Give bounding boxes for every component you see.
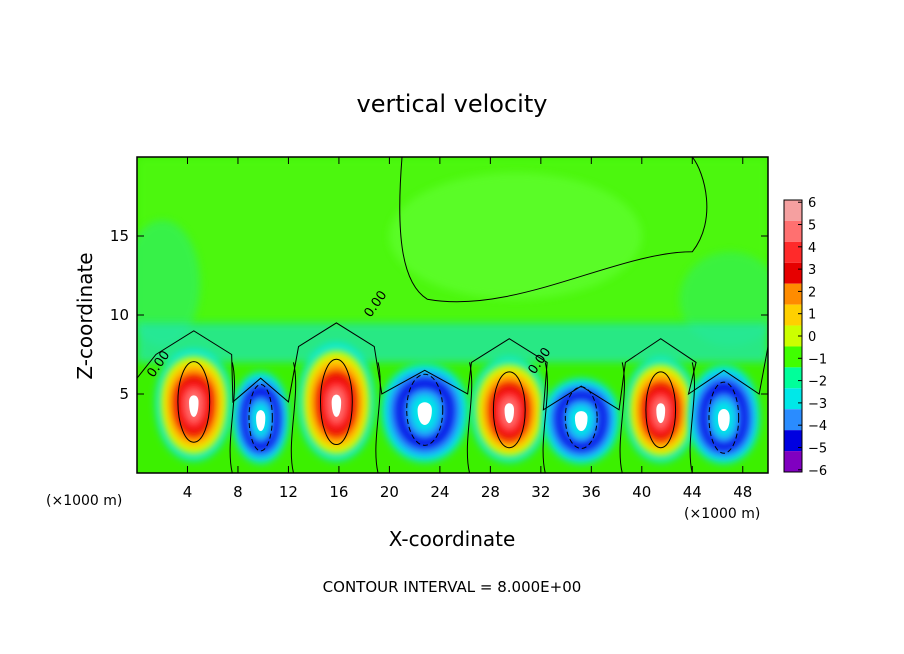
x-tick-label: 48: [733, 483, 752, 501]
updraft-cell: [625, 357, 697, 462]
downdraft-cell: [543, 378, 620, 464]
colorbar-segment: [784, 451, 802, 472]
colorbar: 6 5 4 3 2 1 0 −1 −2 −3 −4 −5 −6: [783, 196, 827, 479]
y-tick-label: 10: [110, 306, 129, 324]
contour-zero-divider: [542, 362, 548, 473]
x-axis-ticks: 4 8 12 16 20 24 28 32 36 40 44 48: [183, 157, 752, 501]
x-tick-label: 36: [582, 483, 601, 501]
upper-layer-patch: [679, 251, 768, 347]
contour-zero-divider: [229, 362, 235, 473]
contour-zero: [137, 322, 768, 411]
colorbar-segment: [784, 346, 802, 368]
updraft-cell: [155, 349, 232, 461]
colorbar-segment: [784, 388, 802, 410]
colorbar-tick-label: −3: [808, 397, 827, 412]
x-tick-label: 40: [632, 483, 651, 501]
contour-positive: [492, 371, 526, 449]
contour-positive: [645, 371, 677, 449]
cell-band: [331, 394, 342, 417]
x-unit-label-left: (×1000 m): [46, 493, 122, 509]
downdraft-cell: [688, 365, 760, 464]
colorbar-tick-label: 0: [808, 330, 816, 345]
contour-positive: [177, 361, 211, 443]
velocity-field: [137, 157, 768, 464]
plot-area: 0.000.000.00 4 8 12 16 20 24 28 32 36 40 44 48 5101…: [110, 156, 769, 501]
contour-negative: [248, 384, 273, 452]
contour-negative: [564, 386, 598, 450]
x-tick-label: 20: [380, 483, 399, 501]
contour-interval-note: CONTOUR INTERVAL = 8.000E+00: [323, 578, 582, 596]
colorbar-segment: [784, 262, 802, 284]
colorbar-segment: [784, 409, 802, 431]
colorbar-tick-label: −2: [808, 375, 827, 390]
x-axis-label: X-coordinate: [389, 527, 516, 551]
x-tick-label: 44: [683, 483, 702, 501]
x-tick-label: 28: [481, 483, 500, 501]
contour-zero-divider: [375, 362, 381, 473]
contour-zero-divider: [689, 362, 695, 473]
contour-negative: [406, 373, 444, 446]
updraft-cell: [298, 343, 375, 461]
contour-zero-divider: [290, 362, 297, 473]
cell-band: [256, 410, 266, 432]
chart-title: vertical velocity: [357, 90, 548, 118]
colorbar-tick-label: −5: [808, 441, 827, 456]
colorbar-segment: [784, 241, 802, 263]
contour-upper: [399, 157, 708, 303]
colorbar-tick-label: −6: [808, 464, 827, 479]
colorbar-segment: [784, 325, 802, 347]
y-tick-label: 15: [110, 227, 129, 245]
colorbar-tick-label: 1: [808, 308, 816, 323]
colorbar-tick-label: 4: [808, 241, 816, 256]
contour-negative: [708, 381, 740, 454]
colorbar-segment: [784, 220, 802, 242]
contour-zero-divider: [619, 362, 625, 473]
colorbar-segment: [784, 430, 802, 452]
x-tick-label: 24: [430, 483, 449, 501]
colorbar-tick-label: 2: [808, 285, 816, 300]
cell-band: [574, 411, 588, 432]
y-axis-ticks: 5 10 15: [110, 227, 768, 403]
cell-band: [717, 409, 730, 432]
cell-band: [189, 395, 199, 417]
colorbar-tick-label: −1: [808, 352, 827, 367]
upper-layer-patch: [389, 172, 642, 300]
y-axis-label: Z-coordinate: [73, 252, 97, 379]
downdraft-cell: [232, 372, 289, 464]
colorbar-tick-label: −4: [808, 419, 827, 434]
x-tick-label: 12: [279, 483, 298, 501]
cell-band: [504, 403, 515, 424]
colorbar-tick-label: 3: [808, 263, 816, 278]
cell-band: [417, 402, 432, 426]
transition-band: [137, 322, 768, 363]
colorbar-segment: [784, 200, 802, 221]
y-tick-label: 5: [119, 385, 129, 403]
upper-layer-patch: [137, 220, 201, 347]
contour-positive: [319, 358, 353, 446]
cell-band: [656, 403, 666, 424]
downdraft-cell: [381, 364, 468, 462]
x-tick-label: 16: [329, 483, 348, 501]
colorbar-segment: [784, 283, 802, 305]
x-unit-label-right: (×1000 m): [684, 506, 760, 522]
colorbar-segment: [784, 367, 802, 389]
colorbar-tick-label: 6: [808, 196, 816, 211]
colorbar-segment: [784, 304, 802, 326]
x-tick-label: 4: [183, 483, 193, 501]
colorbar-tick-label: 5: [808, 219, 816, 234]
x-tick-label: 8: [233, 483, 243, 501]
contour-zero-divider: [466, 362, 473, 473]
x-tick-label: 32: [531, 483, 550, 501]
